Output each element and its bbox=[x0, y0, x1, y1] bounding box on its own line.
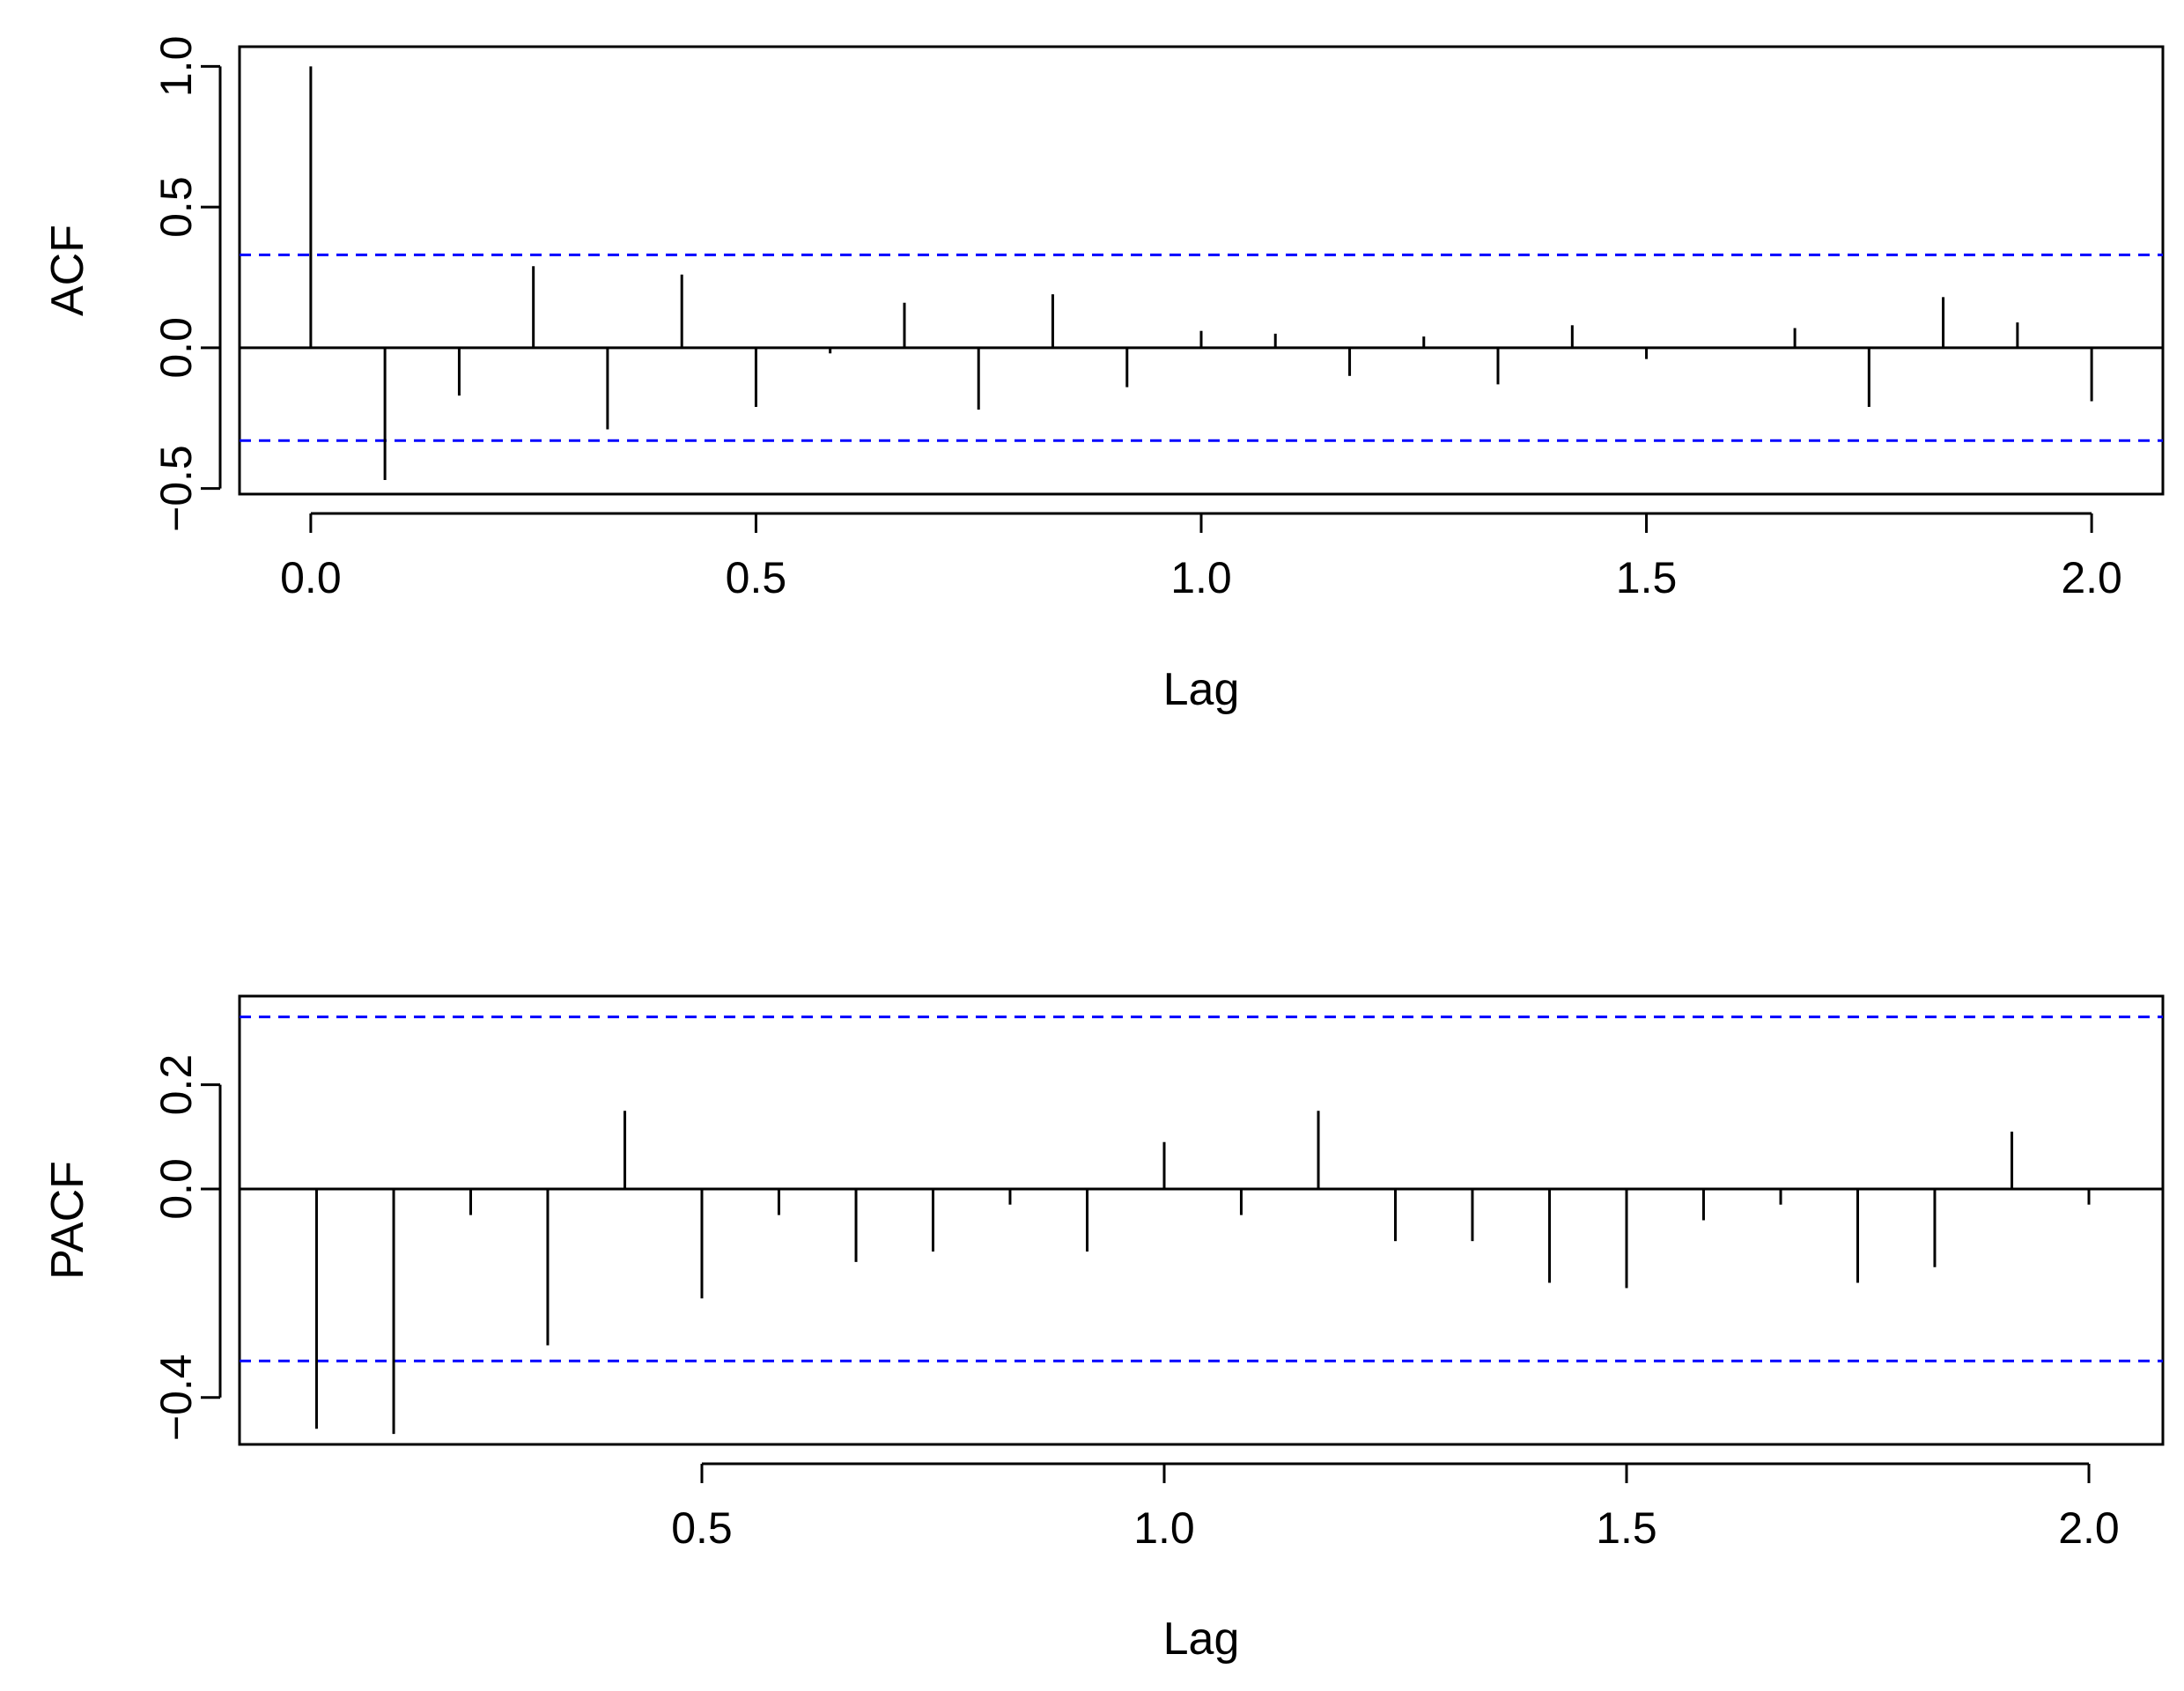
acf-x-axis-label: Lag bbox=[1163, 664, 1240, 715]
acf-panel: 0.0 0.5 1.0 1.5 2.0 −0.5 0.0 0.5 1.0 Lag ACF bbox=[42, 36, 2165, 715]
acf-y-axis: −0.5 0.0 0.5 1.0 bbox=[151, 36, 222, 532]
pacf-x-tick-label: 1.0 bbox=[1133, 1503, 1195, 1553]
acf-y-tick-label: −0.5 bbox=[151, 445, 201, 532]
pacf-x-axis-label: Lag bbox=[1163, 1613, 1240, 1665]
pacf-x-axis: 0.5 1.0 1.5 2.0 bbox=[671, 1462, 2120, 1553]
pacf-x-tick-label: 1.5 bbox=[1596, 1503, 1657, 1553]
acf-y-axis-label: ACF bbox=[42, 225, 93, 316]
acf-x-axis: 0.0 0.5 1.0 1.5 2.0 bbox=[280, 512, 2122, 602]
acf-spikes bbox=[309, 66, 2093, 481]
pacf-y-tick-label: 0.2 bbox=[151, 1054, 201, 1116]
pacf-spikes bbox=[314, 1111, 2091, 1435]
acf-plot-frame bbox=[238, 45, 2165, 496]
pacf-y-axis-label: PACF bbox=[42, 1161, 93, 1280]
pacf-y-axis: −0.4 0.0 0.2 bbox=[151, 1054, 222, 1441]
pacf-y-tick-label: 0.0 bbox=[151, 1158, 201, 1220]
acf-x-tick-label: 2.0 bbox=[2061, 553, 2122, 602]
pacf-x-tick-label: 0.5 bbox=[671, 1503, 733, 1553]
acf-x-tick-label: 1.0 bbox=[1170, 553, 1232, 602]
acf-confidence-bounds bbox=[240, 253, 2163, 442]
acf-x-tick-label: 0.5 bbox=[726, 553, 787, 602]
pacf-panel: 0.5 1.0 1.5 2.0 −0.4 0.0 0.2 Lag PACF bbox=[42, 994, 2165, 1665]
acf-y-tick-label: 1.0 bbox=[151, 36, 201, 98]
pacf-plot-frame bbox=[238, 994, 2165, 1446]
pacf-y-tick-label: −0.4 bbox=[151, 1354, 201, 1441]
acf-y-tick-label: 0.0 bbox=[151, 317, 201, 379]
pacf-x-tick-label: 2.0 bbox=[2058, 1503, 2120, 1553]
pacf-confidence-bounds bbox=[240, 1015, 2163, 1362]
acf-x-tick-label: 1.5 bbox=[1616, 553, 1678, 602]
acf-y-tick-label: 0.5 bbox=[151, 176, 201, 238]
acf-x-tick-label: 0.0 bbox=[280, 553, 342, 602]
